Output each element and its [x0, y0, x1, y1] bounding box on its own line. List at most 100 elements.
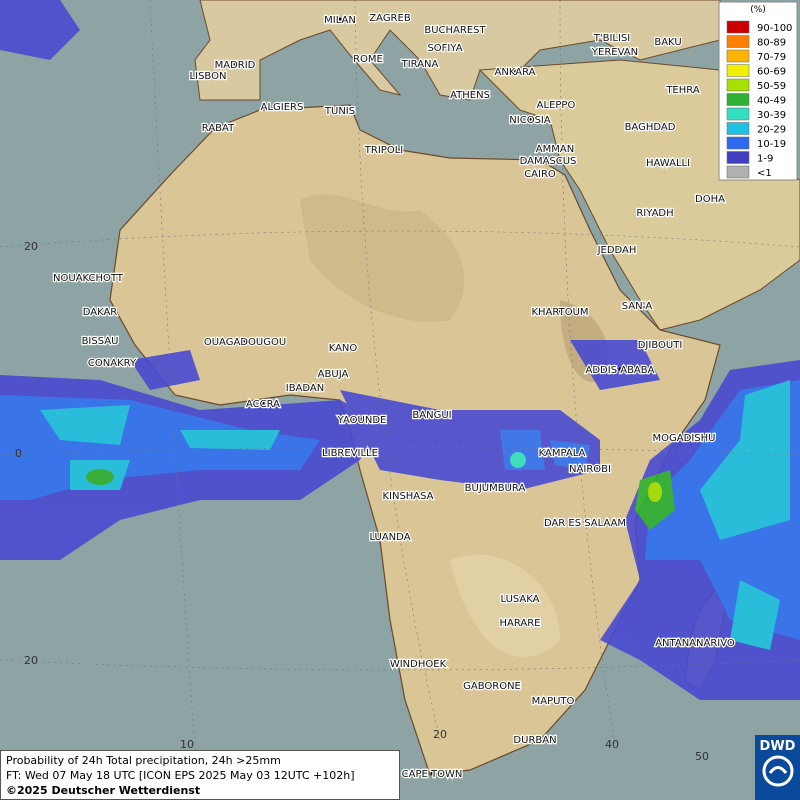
- city-marker: [261, 401, 265, 405]
- city-marker: [518, 596, 522, 600]
- city-label: ACCRA: [246, 399, 280, 410]
- city-label: YAOUNDE: [337, 415, 387, 426]
- city-marker: [618, 367, 622, 371]
- city-marker: [388, 534, 392, 538]
- city-marker: [666, 39, 670, 43]
- city-label: LIBREVILLE: [322, 448, 378, 459]
- city-marker: [490, 683, 494, 687]
- city-label: BAGHDAD: [625, 122, 676, 133]
- city-marker: [493, 485, 497, 489]
- city-marker: [331, 371, 335, 375]
- city-label: ANTANANARIVO: [655, 638, 735, 649]
- legend-label: 20-29: [757, 125, 786, 136]
- city-marker: [468, 92, 472, 96]
- city-label: LUSAKA: [501, 594, 540, 605]
- city-marker: [615, 247, 619, 251]
- legend-label: 60-69: [757, 67, 786, 78]
- legend-label: 70-79: [757, 52, 786, 63]
- logo: DWD: [755, 735, 800, 800]
- city-label: NAIROBI: [569, 464, 611, 475]
- lon-label: 50: [695, 750, 709, 763]
- city-label: ZAGREB: [369, 13, 411, 24]
- legend-swatch: [726, 165, 750, 179]
- legend-label: 40-49: [757, 96, 786, 107]
- city-label: YEREVAN: [591, 47, 638, 58]
- city-marker: [551, 698, 555, 702]
- city-label: CAIRO: [524, 169, 556, 180]
- city-label: DAMASCUS: [520, 156, 577, 167]
- city-marker: [666, 160, 670, 164]
- city-label: KHARTOUM: [531, 307, 588, 318]
- lon-label: 10: [180, 738, 194, 751]
- legend-swatch: [726, 151, 750, 164]
- legend-label: 1-9: [757, 154, 773, 165]
- city-marker: [682, 435, 686, 439]
- city-marker: [588, 466, 592, 470]
- city-label: RIYADH: [636, 208, 673, 219]
- lat-label: 20: [24, 240, 38, 253]
- city-label: JEDDAH: [597, 245, 637, 256]
- city-label: ABUJA: [318, 369, 349, 380]
- legend-swatch: [726, 136, 750, 150]
- footer-copyright: ©2025 Deutscher Wetterdienst: [6, 784, 201, 797]
- city-marker: [338, 17, 342, 21]
- city-marker: [558, 309, 562, 313]
- city-label: ATHENS: [450, 90, 490, 101]
- legend-label: 90-100: [757, 23, 792, 34]
- city-marker: [658, 342, 662, 346]
- city-label: DURBAN: [513, 735, 556, 746]
- city-marker: [348, 450, 352, 454]
- lon-label: 40: [605, 738, 619, 751]
- city-label: BAKU: [654, 37, 681, 48]
- europe: [194, 0, 721, 101]
- city-label: BUJUMBURA: [465, 483, 526, 494]
- city-label: GABORONE: [463, 681, 521, 692]
- city-marker: [406, 493, 410, 497]
- city-label: MOGADISHU: [653, 433, 716, 444]
- city-marker: [110, 360, 114, 364]
- city-label: ADDIS ABABA: [586, 365, 655, 376]
- city-label: BUCHAREST: [424, 25, 486, 36]
- legend-swatch: [726, 35, 750, 48]
- legend-swatch: [726, 20, 750, 34]
- city-marker: [430, 412, 434, 416]
- city-label: ANKARA: [495, 67, 536, 78]
- city-label: LISBON: [190, 71, 227, 82]
- legend-swatch: [726, 93, 750, 106]
- legend-label: 10-19: [757, 139, 786, 150]
- city-label: MADRID: [215, 60, 256, 71]
- city-label: NOUAKCHOTT: [53, 273, 124, 284]
- city-label: CAPE TOWN: [402, 769, 463, 780]
- city-marker: [538, 171, 542, 175]
- city-label: LUANDA: [369, 532, 410, 543]
- city-marker: [553, 146, 557, 150]
- city-label: MILAN: [324, 15, 356, 26]
- city-marker: [341, 345, 345, 349]
- lat-label: 20: [24, 654, 38, 667]
- logo-text: DWD: [759, 739, 796, 754]
- terrain: [300, 194, 465, 322]
- city-marker: [513, 69, 517, 73]
- city-label: TUNIS: [324, 106, 355, 117]
- city-marker: [98, 309, 102, 313]
- city-label: ROME: [353, 54, 383, 65]
- city-label: KANO: [329, 343, 358, 354]
- city-label: SAN'A: [622, 301, 653, 312]
- city-label: HARARE: [499, 618, 540, 629]
- city-marker: [443, 45, 447, 49]
- city-label: HAWALLI: [646, 158, 690, 169]
- city-marker: [554, 102, 558, 106]
- city-marker: [430, 771, 434, 775]
- city-label: NICOSIA: [509, 115, 551, 126]
- city-marker: [453, 27, 457, 31]
- city-marker: [233, 62, 237, 66]
- footer-title: Probability of 24h Total precipitation, …: [6, 754, 281, 767]
- city-marker: [98, 338, 102, 342]
- city-marker: [653, 210, 657, 214]
- city-label: T'BILISI: [593, 33, 630, 44]
- city-marker: [613, 49, 617, 53]
- city-label: TRIPOLI: [364, 145, 403, 156]
- city-label: OUAGADOUGOU: [204, 337, 286, 348]
- city-label: BISSAU: [82, 336, 119, 347]
